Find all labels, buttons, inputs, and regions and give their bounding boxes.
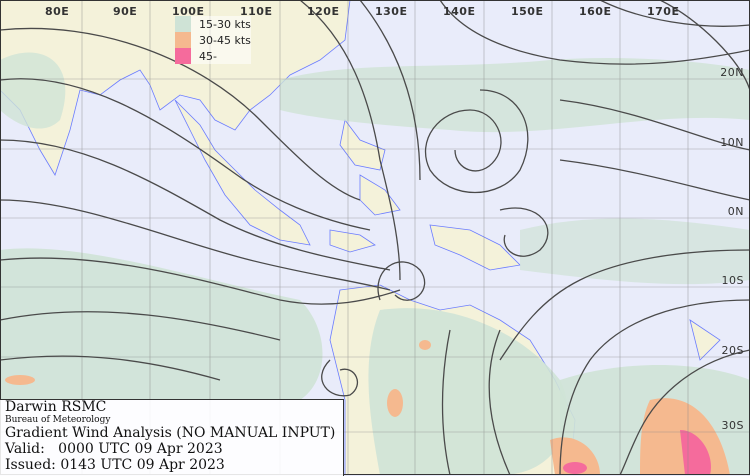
issued-time: Issued: 0143 UTC 09 Apr 2023 [5, 457, 225, 473]
longitude-label: 130E [375, 5, 408, 18]
title-block: Darwin RSMC Bureau of Meteorology Gradie… [0, 399, 344, 476]
longitude-label: 120E [307, 5, 340, 18]
legend-label: 30-45 kts [199, 33, 251, 47]
product-title: Gradient Wind Analysis (NO MANUAL INPUT) [5, 425, 336, 441]
wind-speed-shading [0, 52, 750, 475]
latitude-label: 10N [720, 136, 744, 149]
longitude-label: 140E [443, 5, 476, 18]
longitude-label: 150E [511, 5, 544, 18]
longitude-label: 80E [45, 5, 70, 18]
legend-label: 15-30 kts [199, 17, 251, 31]
longitude-label: 100E [172, 5, 205, 18]
longitude-label: 90E [113, 5, 138, 18]
latitude-label: 10S [721, 274, 744, 287]
legend-item: 15-30 kts [175, 16, 251, 32]
legend-item: 45- [175, 48, 251, 64]
center-name: Darwin RSMC [5, 399, 107, 415]
longitude-label: 110E [240, 5, 273, 18]
latitude-label: 30S [721, 419, 744, 432]
wind-speed-legend: 15-30 kts 30-45 kts 45- [175, 16, 251, 64]
legend-swatch [175, 48, 191, 64]
longitude-label: 160E [579, 5, 612, 18]
longitude-label: 170E [647, 5, 680, 18]
legend-label: 45- [199, 49, 217, 63]
valid-time: Valid: 0000 UTC 09 Apr 2023 [5, 441, 223, 457]
legend-item: 30-45 kts [175, 32, 251, 48]
agency-name: Bureau of Meteorology [5, 415, 111, 425]
latitude-label: 20S [721, 344, 744, 357]
legend-swatch [175, 16, 191, 32]
latitude-label: 0N [727, 205, 744, 218]
latitude-label: 20N [720, 66, 744, 79]
legend-swatch [175, 32, 191, 48]
